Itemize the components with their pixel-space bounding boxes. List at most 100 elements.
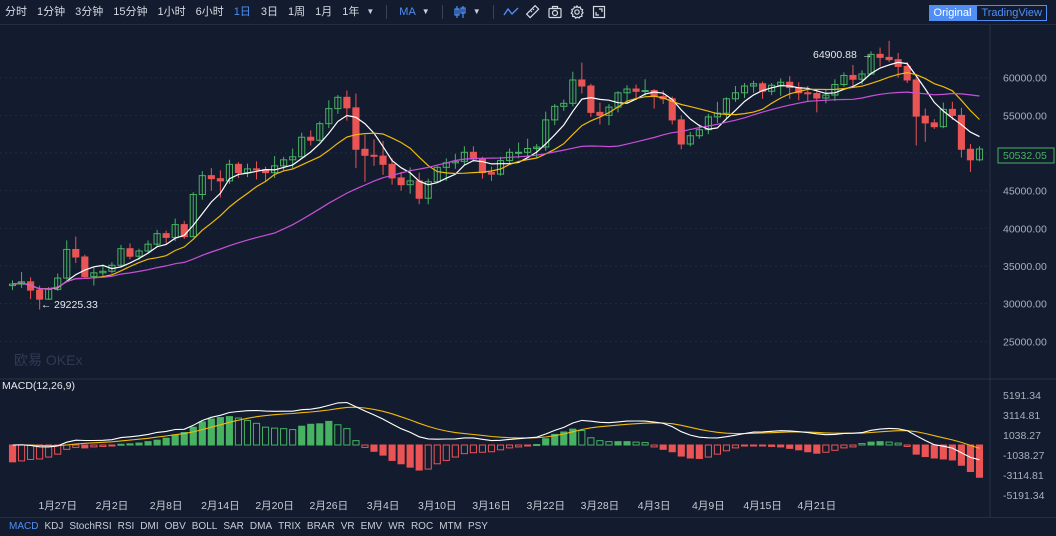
- chevron-down-icon[interactable]: ▼: [421, 7, 430, 16]
- chart-area[interactable]: 欧易 OKEx 60000.0055000.0050000.0045000.00…: [0, 25, 1056, 517]
- candle: [749, 80, 758, 93]
- candle: [632, 84, 640, 99]
- ruler-icon[interactable]: [522, 0, 544, 24]
- candlestick-icon[interactable]: [449, 0, 471, 24]
- candle: [641, 79, 649, 96]
- candle: [225, 159, 233, 184]
- indicator-tab-wr[interactable]: WR: [388, 521, 405, 532]
- macd-tick-label: 3114.81: [1003, 410, 1040, 422]
- indicator-tab-mtm[interactable]: MTM: [439, 521, 462, 532]
- indicator-tab-macd[interactable]: MACD: [9, 521, 39, 532]
- indicator-tab-rsi[interactable]: RSI: [117, 521, 135, 532]
- candle-body: [948, 108, 956, 116]
- candle: [424, 178, 432, 205]
- indicator-tab-kdj[interactable]: KDJ: [44, 521, 64, 532]
- macd-histogram-bar: [478, 444, 487, 453]
- fullscreen-icon[interactable]: [588, 0, 610, 24]
- macd-histogram-bar: [379, 444, 387, 456]
- macd-histogram-bar: [686, 444, 694, 459]
- candle-body: [72, 248, 80, 258]
- candle-body: [397, 177, 405, 186]
- line-chart-icon[interactable]: [500, 0, 522, 24]
- timeframe-8[interactable]: 1周: [288, 6, 306, 18]
- indicator-tab-brar[interactable]: BRAR: [306, 521, 335, 532]
- macd-histogram-bar: [921, 444, 929, 458]
- ma30-line: [12, 91, 980, 290]
- candle: [63, 240, 71, 280]
- indicator-tab-trix[interactable]: TRIX: [278, 521, 301, 532]
- indicator-tab-stochrsi[interactable]: StochRSI: [69, 521, 112, 532]
- candle-body: [225, 163, 233, 182]
- indicator-tab-emv[interactable]: EMV: [360, 521, 383, 532]
- candle: [361, 134, 369, 182]
- candle: [153, 229, 161, 248]
- candle: [912, 77, 920, 146]
- timeframe-2[interactable]: 3分钟: [75, 6, 104, 18]
- macd-histogram-bar: [876, 441, 884, 446]
- price-tick-label: 55000.00: [1003, 110, 1047, 122]
- indicator-tab-sar[interactable]: SAR: [223, 521, 244, 532]
- indicator-tab-obv[interactable]: OBV: [164, 521, 186, 532]
- indicator-tab-dmi[interactable]: DMI: [140, 521, 159, 532]
- candle-body: [759, 83, 767, 92]
- high-price-label: 64900.88: [813, 49, 857, 61]
- candle-body: [352, 107, 360, 150]
- candle-body: [975, 148, 984, 161]
- price-tick-label: 35000.00: [1003, 261, 1047, 273]
- candle-body: [578, 79, 586, 87]
- timeframe-9[interactable]: 1月: [315, 6, 333, 18]
- candle: [334, 95, 342, 114]
- macd-histogram-bar: [515, 444, 523, 448]
- indicator-tab-roc[interactable]: ROC: [410, 521, 434, 532]
- price-tick-label: 60000.00: [1003, 73, 1047, 85]
- candle-body: [885, 56, 893, 61]
- candle: [930, 119, 938, 129]
- macd-histogram-bar: [605, 441, 613, 446]
- candle-body: [189, 193, 197, 238]
- price-grid: [0, 77, 990, 342]
- macd-histogram-bar: [162, 437, 170, 446]
- candle: [605, 104, 613, 126]
- date-tick-label: 3月4日: [367, 500, 400, 512]
- candle-body: [740, 85, 749, 94]
- indicator-tab-vr[interactable]: VR: [340, 521, 355, 532]
- chevron-down-icon[interactable]: ▼: [366, 7, 375, 16]
- last-price-label: 50532.05: [1003, 150, 1047, 162]
- candle: [27, 277, 35, 300]
- indicator-tab-dma[interactable]: DMA: [249, 521, 273, 532]
- timeframe-3[interactable]: 15分钟: [113, 6, 148, 18]
- camera-icon[interactable]: [544, 0, 566, 24]
- candle-body: [144, 243, 152, 252]
- chevron-down-icon[interactable]: ▼: [472, 7, 481, 16]
- candle-body: [722, 98, 731, 114]
- last-price-tag: 50532.05: [997, 147, 1055, 164]
- candle: [126, 243, 134, 260]
- macd-histogram-bar: [975, 444, 984, 478]
- candle: [505, 148, 514, 165]
- timeframe-6[interactable]: 1日: [233, 6, 251, 18]
- candle-body: [524, 148, 532, 153]
- macd-histogram-bar: [768, 444, 776, 447]
- macd-histogram-bar: [433, 444, 441, 465]
- timeframe-1[interactable]: 1分钟: [37, 6, 66, 18]
- timeframe-5[interactable]: 6小时: [195, 6, 224, 18]
- macd-axis: 5191.34 3114.81 1038.27 -1038.27 -3114.81 -51…: [1003, 390, 1045, 502]
- candle: [695, 124, 703, 139]
- timeframe-7[interactable]: 3日: [260, 6, 278, 18]
- indicator-tab-psy[interactable]: PSY: [467, 521, 488, 532]
- macd-histogram-bar: [469, 444, 477, 454]
- view-switch: Original TradingView: [928, 5, 1047, 21]
- macd-histogram-bar: [370, 444, 378, 452]
- original-view-button[interactable]: Original: [928, 5, 977, 21]
- indicator-selector[interactable]: MA: [399, 6, 416, 18]
- timeframe-4[interactable]: 1小时: [157, 6, 186, 18]
- tradingview-button[interactable]: TradingView: [976, 5, 1047, 21]
- candle-body: [641, 90, 649, 93]
- timeframe-list: 分时 1分钟 3分钟 15分钟 1小时 6小时 1日 3日 1周 1月 1年: [0, 0, 364, 24]
- candle-body: [623, 88, 631, 94]
- timeframe-0[interactable]: 分时: [5, 6, 27, 18]
- indicator-tab-boll[interactable]: BOLL: [191, 521, 218, 532]
- gear-icon[interactable]: [566, 0, 588, 24]
- timeframe-10[interactable]: 1年: [342, 6, 360, 18]
- macd-histogram-bar: [54, 444, 62, 455]
